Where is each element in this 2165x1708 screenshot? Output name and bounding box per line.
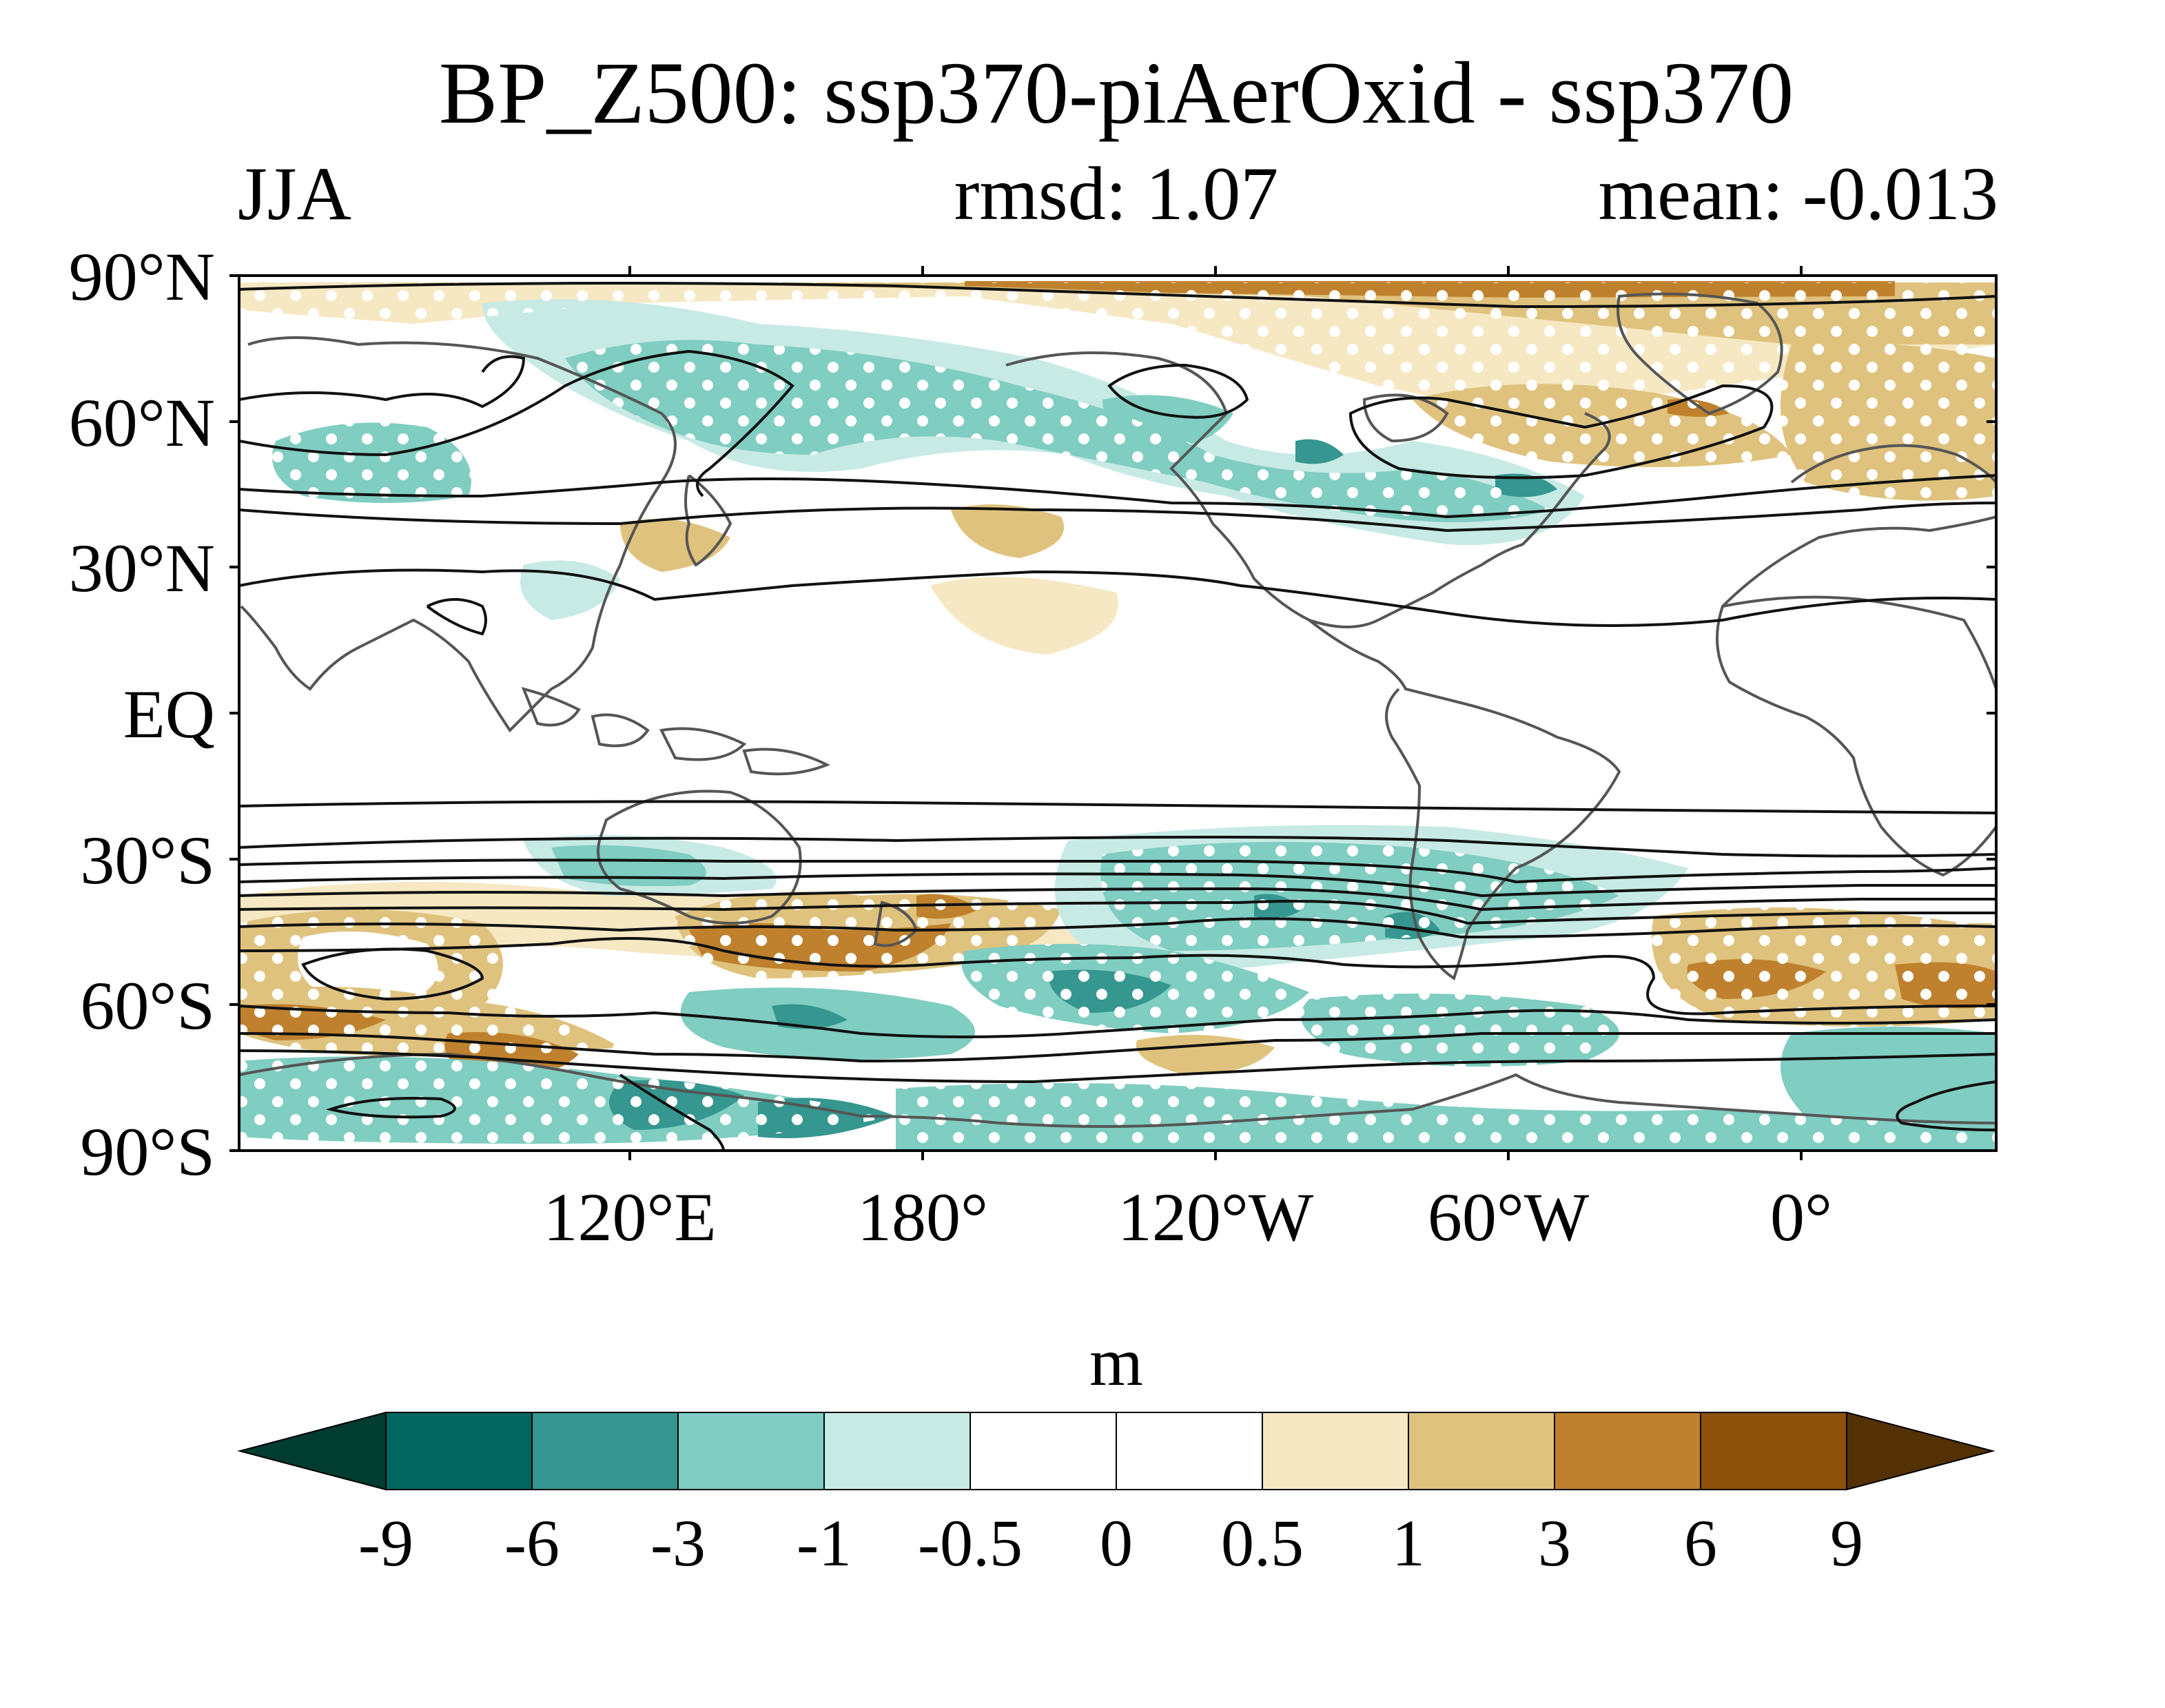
lat-label-eq: EQ bbox=[123, 676, 215, 752]
lon-label-0: 0° bbox=[1770, 1179, 1832, 1255]
colorbar-tick-label: 9 bbox=[1830, 1506, 1863, 1580]
colorbar-boxes bbox=[237, 1411, 1995, 1491]
lat-label-30s: 30°S bbox=[80, 822, 215, 898]
colorbar-labels: -9 -6 -3 -1 -0.5 0 0.5 1 3 6 9 bbox=[358, 1506, 1863, 1580]
colorbar-tick-label: -3 bbox=[650, 1506, 706, 1580]
colorbar-box bbox=[1116, 1412, 1263, 1490]
colorbar-tick-label: 3 bbox=[1538, 1506, 1571, 1580]
lat-label-90s: 90°S bbox=[80, 1113, 215, 1190]
climatology-contours bbox=[239, 282, 1996, 1151]
figure-title: BP_Z500: ssp370-piAerOxid - ssp370 bbox=[439, 44, 1794, 142]
lon-label-60w: 60°W bbox=[1428, 1179, 1590, 1255]
lon-label-180: 180° bbox=[857, 1179, 988, 1255]
colorbar-tick-label: 0.5 bbox=[1221, 1506, 1304, 1580]
stippling bbox=[239, 282, 1996, 1151]
colorbar-tick-label: 1 bbox=[1392, 1506, 1425, 1580]
colorbar-unit: m bbox=[1089, 1324, 1143, 1400]
tick-marks bbox=[229, 266, 1996, 1160]
colorbar: m -9 -6 -3 -1 -0.5 0 0.5 1 3 6 9 bbox=[237, 1324, 1995, 1580]
mean-label: mean: -0.013 bbox=[1599, 152, 1998, 236]
colorbar-box bbox=[1262, 1412, 1409, 1490]
colorbar-extend-high bbox=[1846, 1411, 1995, 1491]
colorbar-box bbox=[1408, 1412, 1555, 1490]
colorbar-box bbox=[969, 1412, 1117, 1490]
colorbar-tick-label: -9 bbox=[358, 1506, 413, 1580]
colorbar-box bbox=[823, 1412, 971, 1490]
colorbar-tick-label: -6 bbox=[504, 1506, 560, 1580]
colorbar-box bbox=[677, 1412, 825, 1490]
colorbar-box bbox=[1700, 1412, 1847, 1490]
rmsd-label: rmsd: 1.07 bbox=[954, 152, 1279, 236]
lon-label-120w: 120°W bbox=[1118, 1179, 1314, 1255]
lon-labels: 120°E 180° 120°W 60°W 0° bbox=[543, 1179, 1832, 1255]
lat-label-60n: 60°N bbox=[69, 384, 215, 461]
season-label: JJA bbox=[238, 152, 351, 236]
colorbar-box bbox=[385, 1412, 533, 1490]
colorbar-box bbox=[1554, 1412, 1701, 1490]
lat-label-60s: 60°S bbox=[80, 967, 215, 1044]
lon-label-120e: 120°E bbox=[543, 1179, 716, 1255]
colorbar-box bbox=[531, 1412, 679, 1490]
map-panel bbox=[239, 276, 1996, 1151]
colorbar-extend-low bbox=[237, 1411, 387, 1491]
colorbar-tick-label: -0.5 bbox=[918, 1506, 1023, 1580]
lat-label-90n: 90°N bbox=[69, 238, 215, 315]
lat-labels: 90°N 60°N 30°N EQ 30°S 60°S 90°S bbox=[69, 238, 215, 1190]
lat-label-30n: 30°N bbox=[69, 530, 215, 606]
colorbar-tick-label: 6 bbox=[1684, 1506, 1717, 1580]
colorbar-tick-label: 0 bbox=[1100, 1506, 1133, 1580]
colorbar-tick-label: -1 bbox=[797, 1506, 852, 1580]
